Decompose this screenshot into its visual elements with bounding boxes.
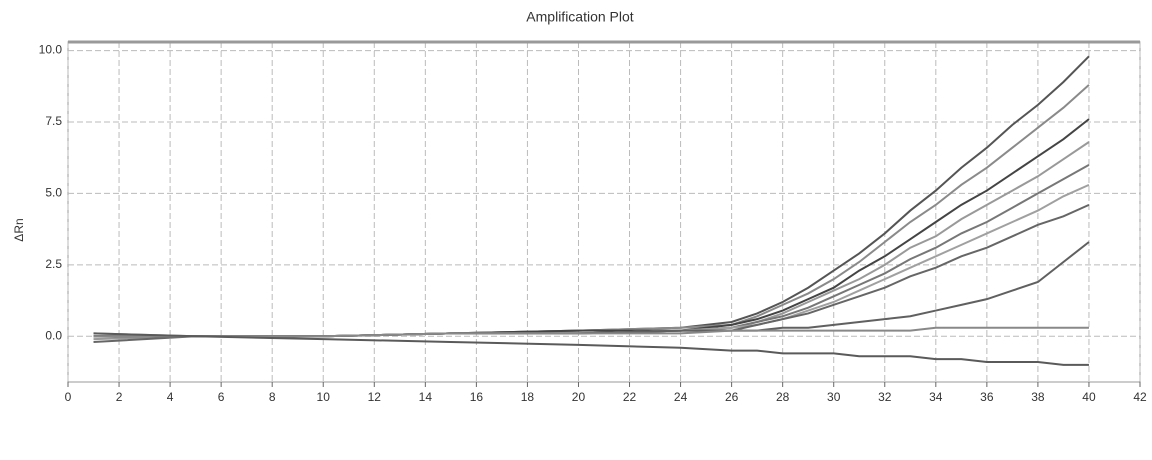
x-tick-label: 6	[218, 390, 225, 404]
x-tick-label: 36	[980, 390, 994, 404]
x-tick-label: 16	[470, 390, 484, 404]
amplification-curve	[93, 326, 1089, 338]
x-tick-label: 10	[317, 390, 331, 404]
x-tick-label: 40	[1082, 390, 1096, 404]
x-tick-label: 24	[674, 390, 688, 404]
x-tick-label: 32	[878, 390, 892, 404]
plot-area	[67, 41, 1141, 383]
y-axis-label: ΔRn	[12, 218, 26, 241]
y-tick-label: 2.5	[45, 257, 62, 271]
x-tick-label: 4	[167, 390, 174, 404]
x-tick-label: 30	[827, 390, 841, 404]
x-tick-label: 12	[368, 390, 382, 404]
x-tick-label: 8	[269, 390, 276, 404]
y-tick-label: 10.0	[39, 43, 63, 57]
x-tick-label: 42	[1133, 390, 1147, 404]
x-tick-label: 14	[419, 390, 433, 404]
x-tick-label: 38	[1031, 390, 1045, 404]
x-tick-label: 18	[521, 390, 535, 404]
amplification-curve	[93, 332, 1089, 366]
y-tick-label: 7.5	[45, 114, 62, 128]
x-tick-label: 28	[776, 390, 790, 404]
x-tick-label: 34	[929, 390, 943, 404]
chart-title: Amplification Plot	[526, 9, 633, 25]
x-tick-label: 26	[725, 390, 739, 404]
x-tick-label: 20	[572, 390, 586, 404]
y-tick-label: 5.0	[45, 186, 62, 200]
x-tick-label: 2	[116, 390, 123, 404]
x-tick-label: 22	[623, 390, 637, 404]
x-tick-label: 0	[65, 390, 72, 404]
y-tick-label: 0.0	[45, 328, 62, 342]
